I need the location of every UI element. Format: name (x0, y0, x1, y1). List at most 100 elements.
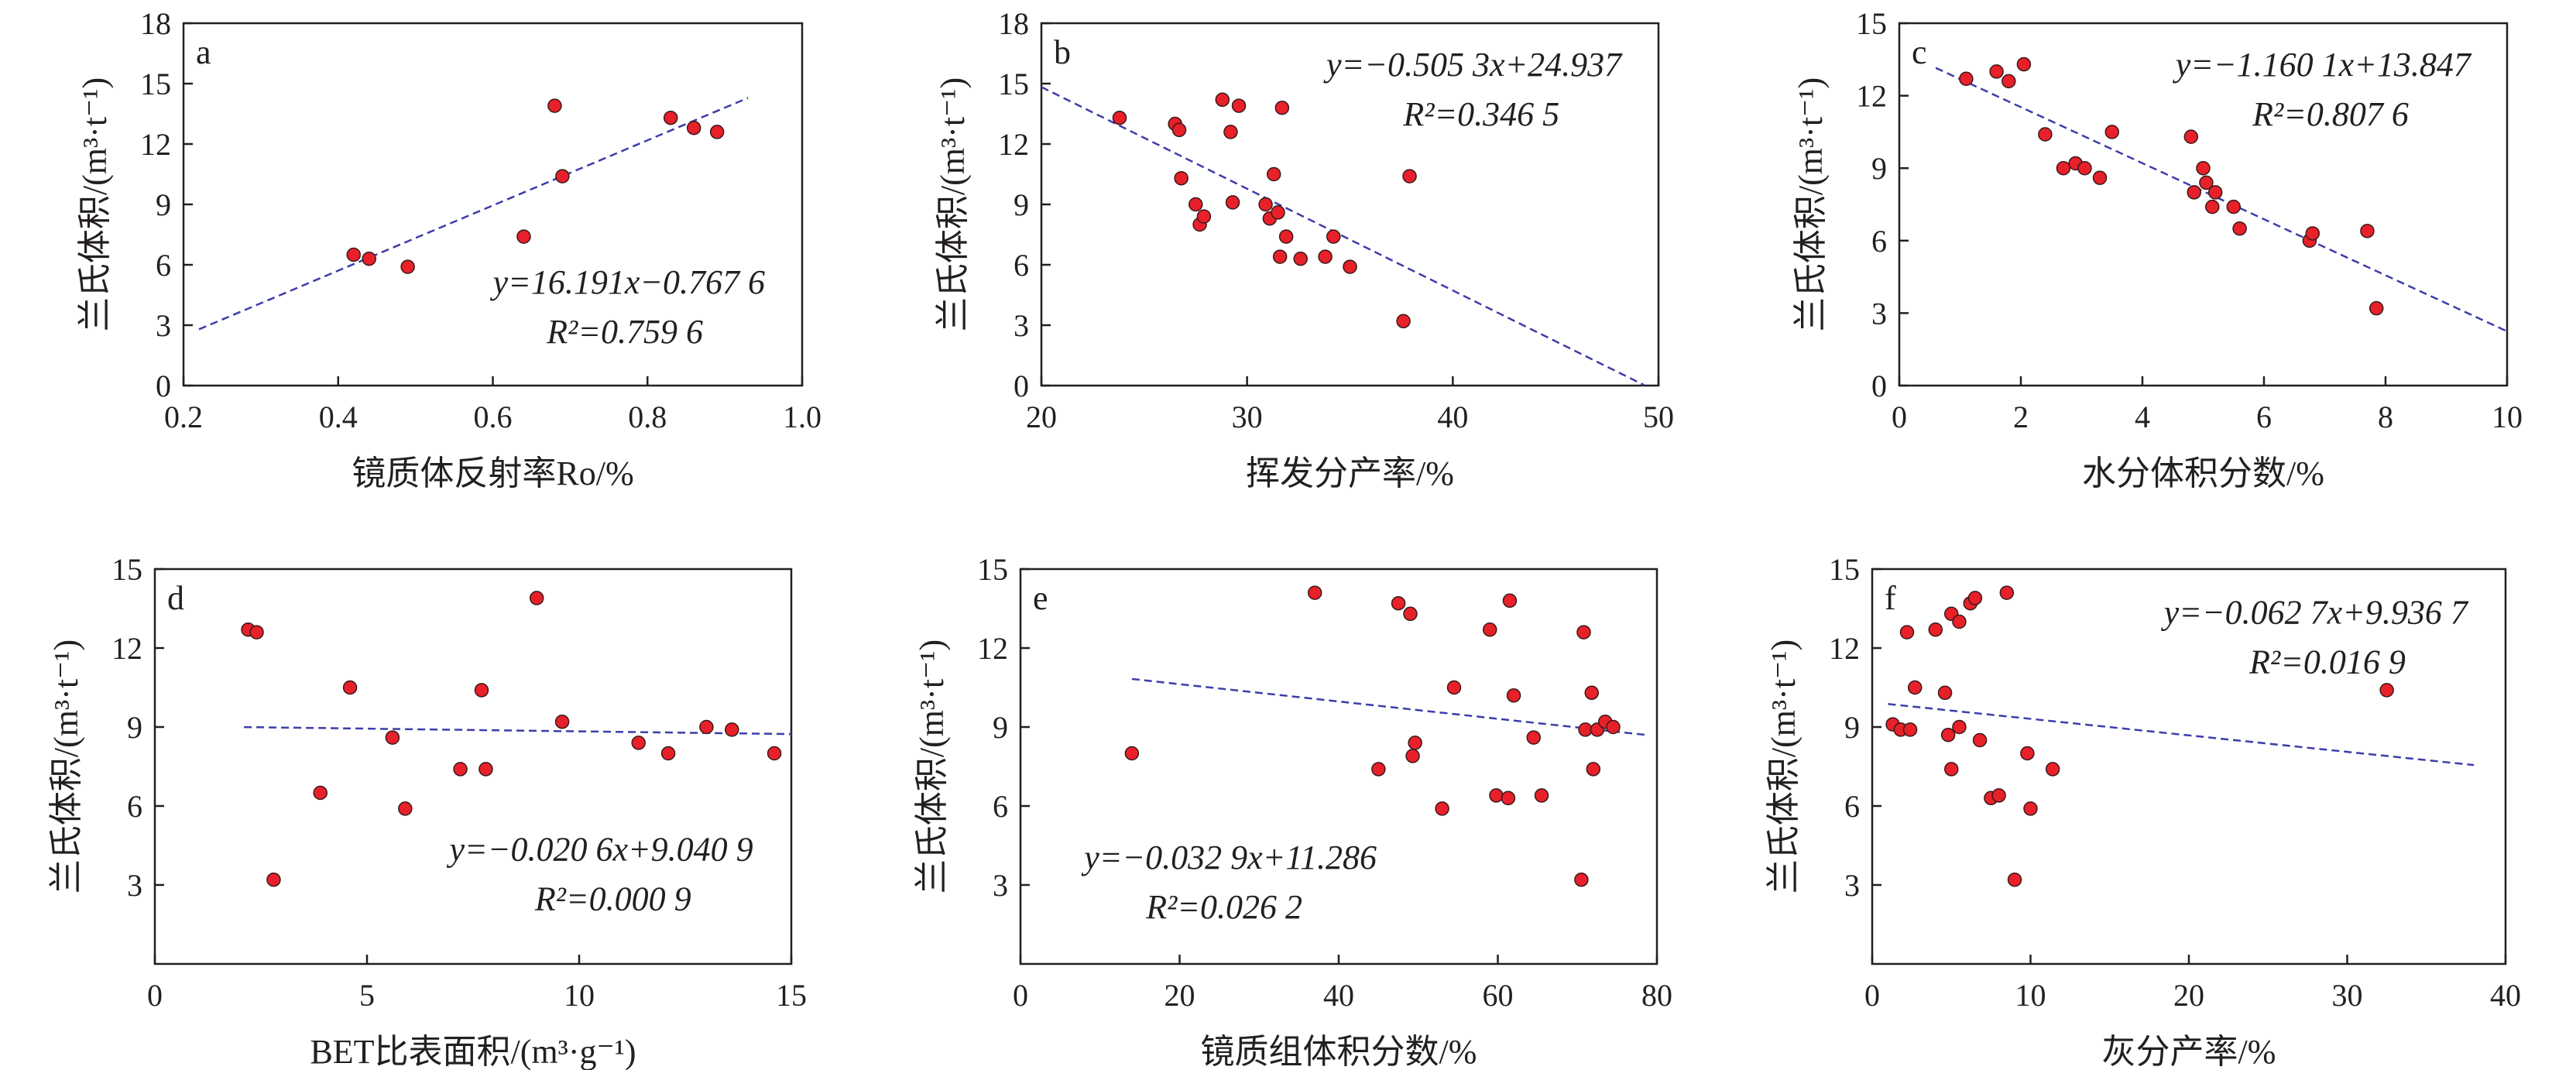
y-axis-label: 兰氏体积/(m³·t⁻¹) (1792, 77, 1830, 331)
x-tick-label: 40 (2490, 978, 2521, 1013)
data-point (1502, 593, 1518, 609)
y-tick-label: 3 (1844, 868, 1860, 903)
x-tick-label: 1.0 (783, 400, 822, 434)
data-point (1215, 92, 1230, 108)
data-point (554, 714, 570, 729)
x-axis-label: 镜质组体积分数/% (1201, 1033, 1477, 1070)
data-point (1403, 606, 1418, 622)
data-point (1972, 732, 1988, 748)
data-point (1189, 197, 1203, 212)
data-point (1501, 790, 1516, 806)
data-point (1959, 71, 1974, 87)
y-axis-label: 兰氏体积/(m³·t⁻¹) (1765, 640, 1803, 893)
data-point (362, 251, 376, 266)
data-point (1171, 122, 1187, 138)
regression-line (198, 97, 749, 331)
x-tick-label: 40 (1437, 400, 1468, 434)
x-tick-label: 20 (1026, 400, 1057, 434)
data-point (516, 229, 531, 244)
data-point (547, 98, 562, 113)
y-tick-label: 3 (1871, 296, 1887, 331)
data-point (1402, 169, 1417, 183)
data-point (313, 785, 328, 801)
x-tick-label: 15 (776, 978, 807, 1013)
x-tick-label: 10 (2015, 978, 2046, 1013)
data-point (2360, 224, 2375, 238)
data-point (1278, 229, 1294, 244)
y-tick-label: 9 (1871, 151, 1887, 186)
data-point (1526, 730, 1541, 745)
x-axis-label: 挥发分产率/% (1246, 454, 1454, 492)
data-point (631, 736, 646, 750)
data-point (474, 683, 489, 698)
data-point (1396, 314, 1411, 329)
data-point (1293, 251, 1308, 266)
regression-line (1041, 86, 1645, 386)
y-tick-label: 6 (1871, 224, 1887, 259)
x-tick-label: 40 (1323, 978, 1354, 1013)
data-point (686, 120, 701, 135)
r-squared: R²=0.807 6 (2252, 95, 2409, 133)
x-tick-label: 0.8 (628, 400, 667, 434)
regression-equation: y=−0.020 6x+9.040 9 (447, 831, 753, 869)
x-tick-label: 4 (2135, 400, 2150, 434)
y-axis-label: 兰氏体积/(m³·t⁻¹) (913, 640, 951, 893)
y-tick-label: 0 (1014, 369, 1029, 403)
data-point (2232, 221, 2247, 236)
y-tick-label: 12 (140, 127, 171, 162)
data-point (2368, 300, 2384, 316)
data-point (1326, 229, 1341, 244)
y-tick-label: 6 (1014, 248, 1029, 283)
data-point (249, 625, 264, 640)
y-tick-label: 12 (977, 631, 1008, 666)
x-tick-label: 10 (2492, 400, 2523, 434)
y-tick-label: 15 (1829, 552, 1860, 587)
panel-label: c (1912, 33, 1927, 71)
data-point (2226, 199, 2241, 214)
data-point (1391, 595, 1406, 611)
data-point (529, 591, 544, 605)
data-point (699, 719, 714, 735)
x-tick-label: 0 (1864, 978, 1880, 1013)
x-tick-label: 0.2 (164, 400, 203, 434)
y-tick-label: 12 (111, 631, 142, 666)
y-axis-label: 兰氏体积/(m³·t⁻¹) (934, 77, 972, 331)
x-tick-label: 0 (1892, 400, 1907, 434)
data-point (478, 762, 493, 777)
data-point (1124, 746, 1140, 761)
panel-label: d (167, 579, 184, 617)
data-point (1952, 614, 1967, 629)
data-point (767, 746, 782, 761)
y-axis-label: 兰氏体积/(m³·t⁻¹) (76, 77, 114, 331)
data-point (266, 872, 281, 887)
panel-label: f (1885, 579, 1896, 617)
data-point (400, 259, 415, 274)
plot-frame (182, 22, 804, 387)
r-squared: R²=0.026 2 (1145, 888, 1302, 926)
data-point (2016, 57, 2032, 72)
data-point (1343, 259, 1357, 274)
plot-frame (1019, 568, 1658, 965)
data-point (1899, 625, 1915, 640)
y-tick-label: 9 (156, 187, 171, 222)
data-point (1952, 719, 1967, 735)
data-point (398, 801, 413, 816)
y-tick-label: 3 (1014, 308, 1029, 343)
data-point (1940, 727, 1956, 742)
data-point (1928, 622, 1943, 637)
data-point (1584, 685, 1599, 701)
data-point (2196, 160, 2211, 176)
data-point (2305, 226, 2320, 241)
data-point (709, 125, 725, 139)
data-point (1318, 249, 1333, 264)
panel-d: 0 5 10 15 3 6 9 12 15 BET比表面积/(m³·g⁻¹) 兰氏体积/(m³·t⁻… (47, 552, 807, 1070)
data-point (2183, 129, 2199, 144)
y-tick-label: 6 (993, 789, 1008, 824)
data-point (2007, 872, 2022, 887)
data-point (1231, 98, 1247, 113)
x-tick-label: 60 (1483, 978, 1514, 1013)
r-squared: R²=0.016 9 (2248, 643, 2406, 681)
data-point (346, 247, 361, 262)
data-point (1307, 585, 1322, 600)
